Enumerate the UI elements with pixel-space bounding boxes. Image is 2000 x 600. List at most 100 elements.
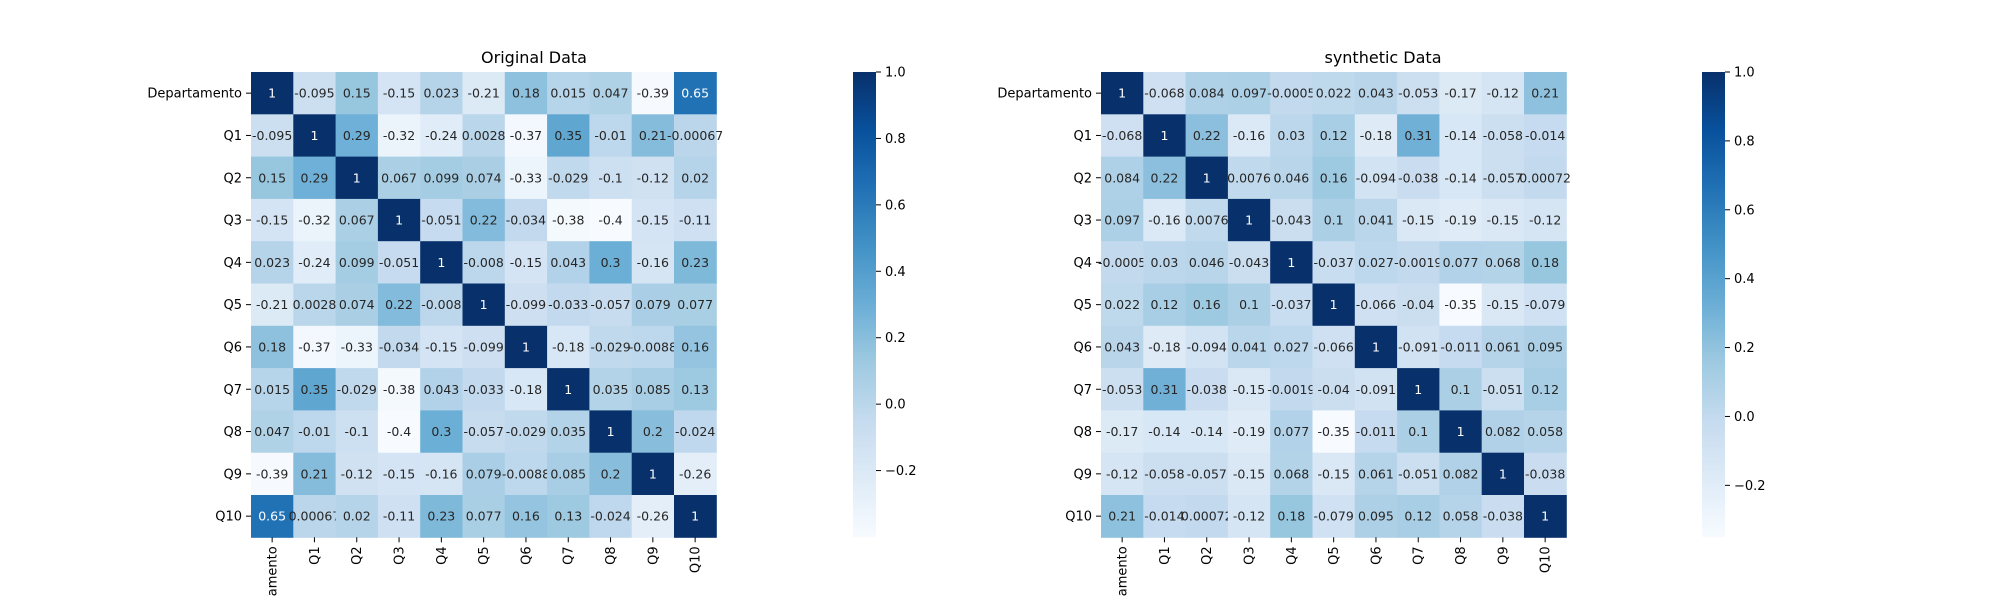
cell-value-label: 1 [1245,213,1253,228]
cell-value-label: -0.008 [464,255,504,270]
cell-value-label: 0.022 [1104,297,1140,312]
heatmap-cell [1101,156,1144,200]
heatmap-cell [1524,156,1567,200]
heatmap-cell [1270,72,1313,115]
heatmap-cell [420,198,463,242]
cell-value-label: 0.082 [1485,424,1521,439]
heatmap-cell [631,241,675,284]
cell-value-label: 0.23 [427,509,455,524]
cell-value-label: 1 [1330,297,1338,312]
y-tick-label: Q7 [223,383,242,398]
cell-value-label: -0.15 [425,339,457,354]
cell-value-label: -0.091 [1356,382,1396,397]
cell-value-label: 0.2 [601,466,621,481]
heatmap-cell [1101,241,1144,284]
cell-value-label: 0.3 [431,424,451,439]
heatmap-cell [251,72,294,115]
cell-value-label: 0.1 [1451,382,1471,397]
heatmap-cell [1524,241,1567,284]
heatmap-cell [674,283,717,327]
heatmap-cell [1524,283,1567,327]
heatmap-cell [293,495,337,538]
heatmap-cell [1524,114,1567,158]
heatmap-cell [1397,72,1440,115]
x-tick-label: Q1 [308,546,323,565]
cell-value-label: -0.39 [637,86,669,101]
colorbar-tick-label: 0.0 [1734,410,1755,425]
cell-value-label: 1 [1499,466,1507,481]
heatmap-cell [504,410,548,454]
heatmap-cell [1524,368,1567,411]
heatmap-cell [251,452,294,496]
heatmap-cell [504,452,548,496]
heatmap-cell [462,368,506,411]
heatmap-cell [1227,198,1271,242]
heatmap-cell [1524,72,1567,115]
heatmap-cell [462,495,506,538]
heatmap-cell [631,114,675,158]
cell-value-label: -0.0019 [1267,382,1315,397]
cell-value-label: -0.16 [637,255,669,270]
colorbar-tick-label: 1.0 [885,66,906,81]
y-tick-label: Q10 [215,510,242,525]
x-tick-label: Q3 [1243,546,1258,565]
heatmap-cell [293,114,337,158]
cell-value-label: 0.15 [343,86,371,101]
heatmap-cell [1185,241,1229,284]
cell-value-label: -0.00067 [667,128,723,143]
cell-value-label: 0.35 [554,128,582,143]
heatmap-cell [1227,325,1271,369]
heatmap-cell [674,114,717,158]
heatmap-cell [1397,452,1440,496]
cell-value-label: 0.023 [423,86,459,101]
cell-value-label: 0.18 [1531,255,1559,270]
heatmap-cell [1524,495,1567,538]
cell-value-label: -0.12 [1529,213,1561,228]
cell-value-label: -0.099 [506,297,546,312]
cell-value-label: -0.029 [548,170,588,185]
cell-value-label: -0.038 [1398,170,1438,185]
cell-value-label: 0.095 [1358,509,1394,524]
cell-value-label: 0.097 [1104,213,1140,228]
heatmap-cell [1143,72,1187,115]
heatmap-cell [1397,495,1440,538]
cell-value-label: 0.15 [258,170,286,185]
heatmap-cell [1101,368,1144,411]
cell-value-label: 0.061 [1485,339,1521,354]
cell-value-label: 0.18 [512,86,540,101]
heatmap-cell [462,325,506,369]
cell-value-label: 0.00072 [1519,170,1571,185]
heatmap-cell [1481,241,1525,284]
heatmap-cell [1354,72,1398,115]
x-tick-label: Q5 [1327,546,1342,565]
heatmap-cell [631,452,675,496]
cell-value-label: 1 [1118,86,1126,101]
heatmap-cell [1143,114,1187,158]
cell-value-label: 0.047 [254,424,290,439]
cell-value-label: 0.084 [1104,170,1140,185]
cell-value-label: -0.068 [1102,128,1142,143]
cell-value-label: 1 [395,213,403,228]
cell-value-label: 0.0028 [293,297,337,312]
x-tick-label: Q10 [1539,546,1554,573]
x-tick-label: amento [1116,546,1131,596]
colorbar-tick-label: 0.8 [1734,134,1755,149]
cell-value-label: -0.18 [1148,339,1180,354]
cell-value-label: -0.0005 [1098,255,1146,270]
heatmap-cell [1439,495,1483,538]
heatmap-cell [462,72,506,115]
colorbar-tick-label: −0.2 [1734,479,1766,494]
cell-value-label: -0.19 [1233,424,1265,439]
cell-value-label: 0.21 [1108,509,1136,524]
chart-title: synthetic Data [1324,48,1441,67]
heatmap-cell [1143,410,1187,454]
heatmap-cell [589,325,633,369]
cell-value-label: -0.053 [1398,86,1438,101]
heatmap-cell [1312,198,1356,242]
cell-value-label: -0.014 [1144,509,1184,524]
cell-value-label: 0.03 [1151,255,1179,270]
cell-value-label: 0.099 [339,255,375,270]
heatmap-cell [1397,368,1440,411]
heatmap-cell [1439,114,1483,158]
heatmap-cell [504,325,548,369]
